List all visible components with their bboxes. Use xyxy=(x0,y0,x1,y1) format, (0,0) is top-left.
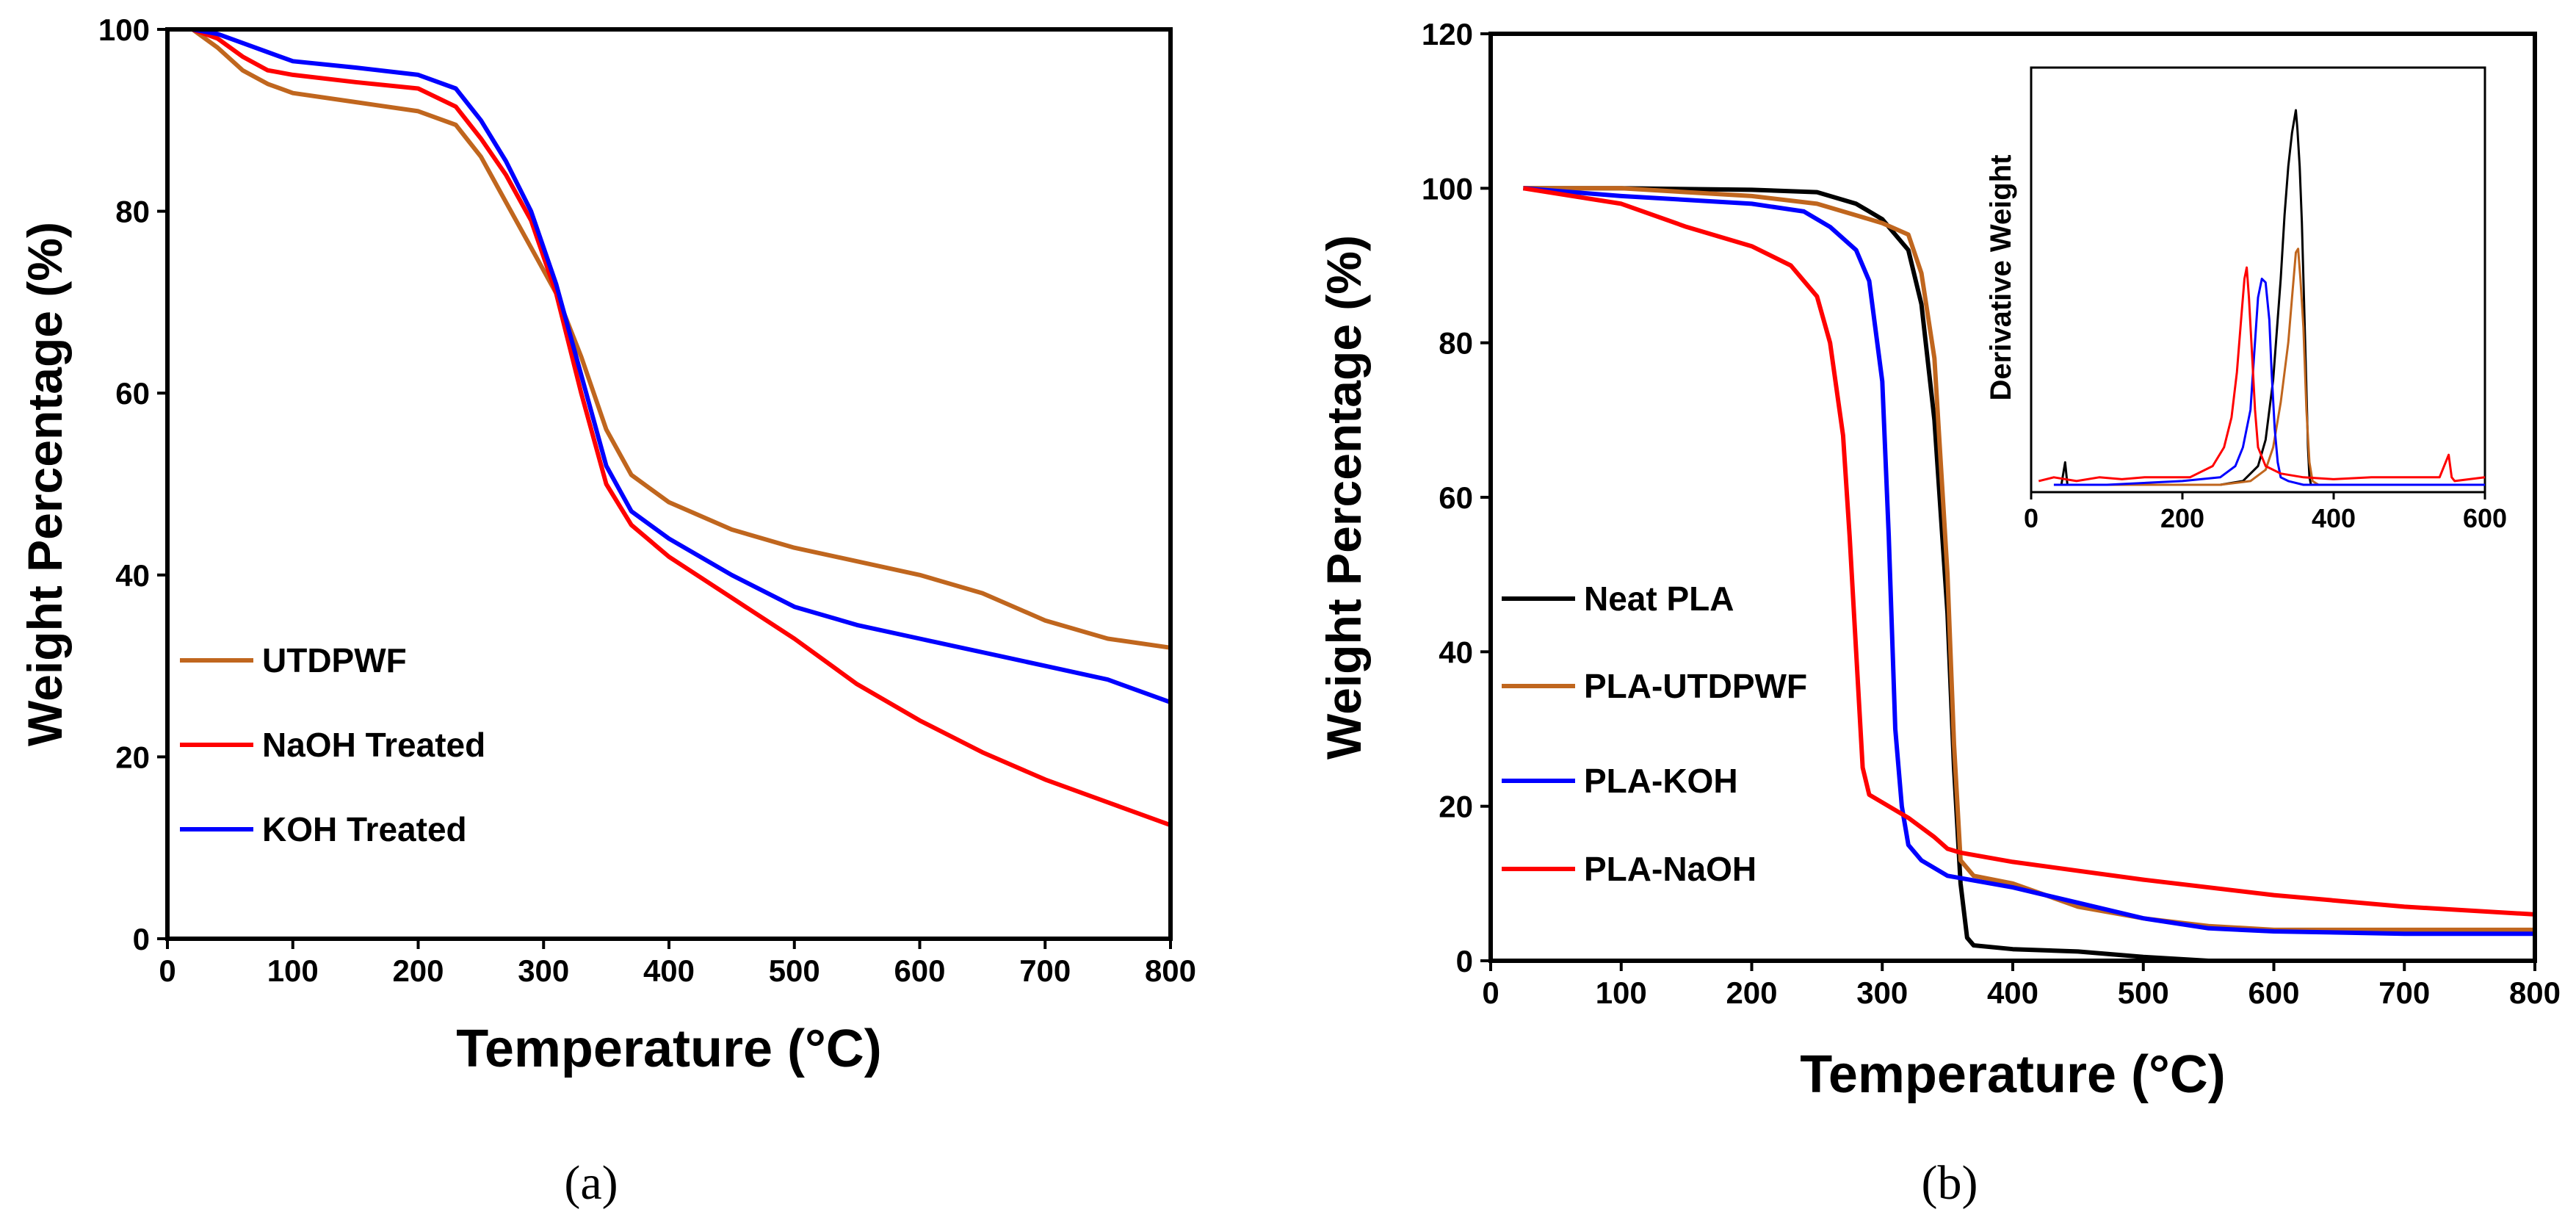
y-tick-label: 80 xyxy=(1439,326,1473,361)
y-tick-label: 100 xyxy=(1422,171,1473,206)
inset-frame xyxy=(2030,66,2486,494)
y-axis-label-b: Weight Percentage (%) xyxy=(1317,235,1371,760)
y-tick-label: 40 xyxy=(1439,635,1473,669)
x-tick-label: 800 xyxy=(1145,953,1196,988)
y-tick-label: 120 xyxy=(1422,17,1473,51)
y-tick-label: 0 xyxy=(1456,944,1473,978)
x-tick-label: 200 xyxy=(1726,975,1777,1010)
x-tick-label: 300 xyxy=(518,953,569,988)
x-tick-label: 100 xyxy=(267,953,319,988)
inset-chart: 0 200 400 600 Derivative Weight xyxy=(1985,66,2507,533)
series-line-koh-treated xyxy=(192,27,1172,704)
legend-label-pla-koh: PLA-KOH xyxy=(1584,762,1738,800)
y-tick-label: 20 xyxy=(115,740,150,774)
chart-panel-b: 0 100 200 300 400 500 600 700 800 0 20 40 60 80 100 120… xyxy=(1317,17,2561,1210)
series-line-utdpwf xyxy=(191,27,1171,650)
y-axis-label-a: Weight Percentage (%) xyxy=(18,222,72,746)
series-line-pla-naoh xyxy=(1522,186,2536,917)
plot-frame-a xyxy=(165,27,1173,941)
series-line-pla-koh xyxy=(1523,186,2535,937)
x-tick-label: 400 xyxy=(643,953,695,988)
inset-x-tick-label: 400 xyxy=(2312,503,2356,533)
legend-label-pla-utdpwf: PLA-UTDPWF xyxy=(1584,667,1807,705)
panel-caption-a: (a) xyxy=(564,1156,618,1210)
legend-a: UTDPWF NaOH Treated KOH Treated xyxy=(180,641,485,848)
legend-label-pla-naoh: PLA-NaOH xyxy=(1584,850,1756,888)
x-tick-label: 500 xyxy=(769,953,820,988)
y-tick-label: 20 xyxy=(1439,790,1473,824)
y-tick-label: 60 xyxy=(115,376,150,411)
x-tick-label: 400 xyxy=(1987,975,2038,1010)
y-tick-label: 80 xyxy=(115,195,150,229)
y-tick-label: 40 xyxy=(115,558,150,593)
chart-panel-a: 0 100 200 300 400 500 600 700 800 0 20 40 60 80 100 Te… xyxy=(18,12,1196,1210)
x-tick-label: 0 xyxy=(1482,975,1499,1010)
legend-label-naoh-treated: NaOH Treated xyxy=(262,726,485,764)
legend-b: Neat PLA PLA-UTDPWF PLA-KOH PLA-NaOH xyxy=(1502,580,1807,888)
x-tick-label: 800 xyxy=(2509,975,2561,1010)
legend-label-utdpwf: UTDPWF xyxy=(262,641,407,679)
plot-frame-b xyxy=(1488,32,2537,963)
x-tick-label: 0 xyxy=(159,953,176,988)
x-tick-label: 300 xyxy=(1856,975,1908,1010)
inset-series-pla-naoh xyxy=(2038,266,2486,483)
y-tick-label: 100 xyxy=(98,12,150,47)
x-axis-label-b: Temperature (°C) xyxy=(1800,1045,2226,1104)
y-tick-label: 60 xyxy=(1439,480,1473,515)
x-tick-label: 700 xyxy=(1019,953,1071,988)
inset-x-tick-label: 600 xyxy=(2463,503,2507,533)
inset-x-tick-label: 200 xyxy=(2160,503,2204,533)
x-tick-label: 500 xyxy=(2118,975,2169,1010)
x-tick-label: 200 xyxy=(392,953,444,988)
panel-caption-b: (b) xyxy=(1922,1156,1978,1210)
legend-label-neat-pla: Neat PLA xyxy=(1584,580,1734,618)
x-tick-label: 600 xyxy=(894,953,945,988)
inset-y-label: Derivative Weight xyxy=(1985,155,2017,401)
y-tick-label: 0 xyxy=(133,922,150,956)
inset-x-tick-label: 0 xyxy=(2024,503,2038,533)
x-tick-label: 100 xyxy=(1596,975,1647,1010)
series-line-naoh-treated xyxy=(192,27,1172,828)
legend-label-koh-treated: KOH Treated xyxy=(262,810,467,848)
x-tick-label: 600 xyxy=(2248,975,2299,1010)
inset-series-pla-koh xyxy=(2053,278,2485,486)
x-tick-label: 700 xyxy=(2378,975,2430,1010)
x-axis-label-a: Temperature (°C) xyxy=(456,1020,882,1078)
